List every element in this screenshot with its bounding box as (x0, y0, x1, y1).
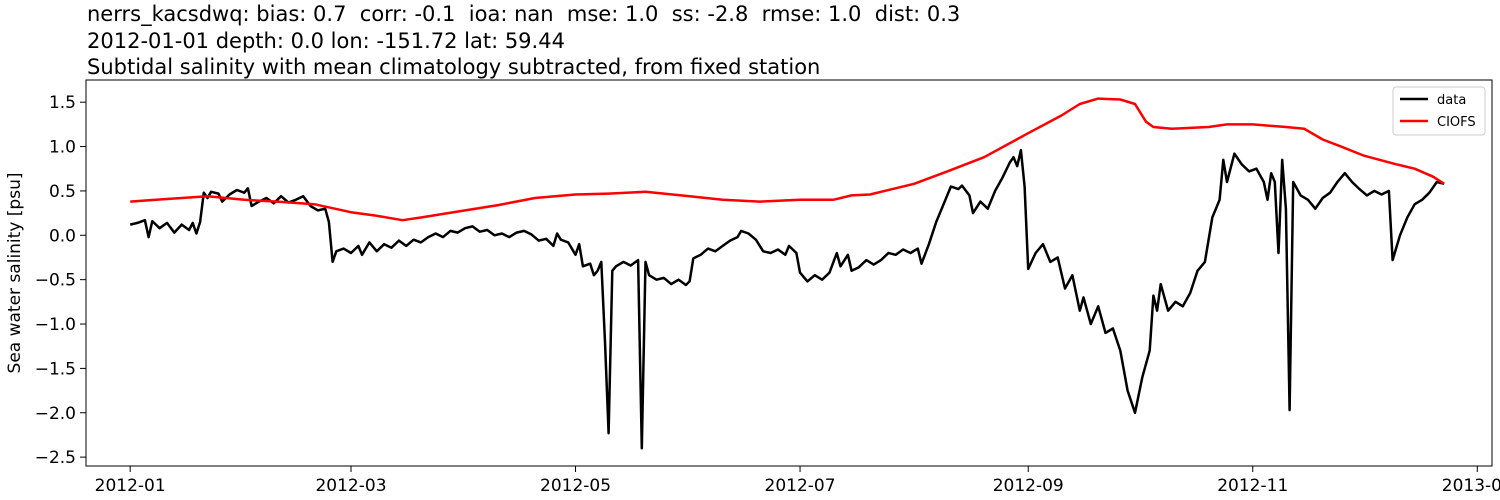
chart-title-line-3: Subtidal salinity with mean climatology … (87, 55, 821, 79)
y-tick-label: 1.5 (49, 93, 76, 113)
series-line-data (129, 148, 1445, 450)
y-tick-label: −1.5 (35, 359, 76, 379)
x-tick-label: 2012-09 (993, 476, 1064, 496)
x-axis: 2012-01 2012-03 2012-05 2012-07 2012-09 2012-… (95, 466, 1500, 496)
y-tick-label: −0.5 (35, 271, 76, 291)
chart-title-line-1: nerrs_kacsdwq: bias: 0.7 corr: -0.1 ioa:… (87, 2, 961, 26)
x-tick-label: 2013-01 (1442, 476, 1500, 496)
x-tick-label: 2012-05 (540, 476, 611, 496)
legend: data CIOFS (1392, 86, 1486, 136)
y-tick-label: −2.5 (35, 448, 76, 468)
chart-title-line-2: 2012-01-01 depth: 0.0 lon: -151.72 lat: … (87, 29, 565, 53)
plot-area-frame (85, 79, 1493, 467)
y-axis: −2.5 −2.0 −1.5 −1.0 −0.5 0.0 0.5 1.0 1.5 (35, 93, 86, 468)
x-tick-label: 2012-03 (315, 476, 386, 496)
series-line-ciofs (130, 97, 1445, 222)
legend-label-data: data (1437, 93, 1466, 108)
y-tick-label: 0.5 (49, 182, 76, 202)
x-tick-label: 2012-11 (1217, 476, 1288, 496)
x-tick-label: 2012-01 (95, 476, 166, 496)
legend-label-ciofs: CIOFS (1437, 115, 1476, 130)
series-group (129, 97, 1445, 450)
x-tick-label: 2012-07 (765, 476, 836, 496)
y-axis-label: Sea water salinity [psu] (5, 173, 25, 374)
y-tick-label: 1.0 (49, 138, 76, 158)
y-tick-label: 0.0 (49, 226, 76, 246)
y-tick-label: −2.0 (35, 404, 76, 424)
y-tick-label: −1.0 (35, 315, 76, 335)
